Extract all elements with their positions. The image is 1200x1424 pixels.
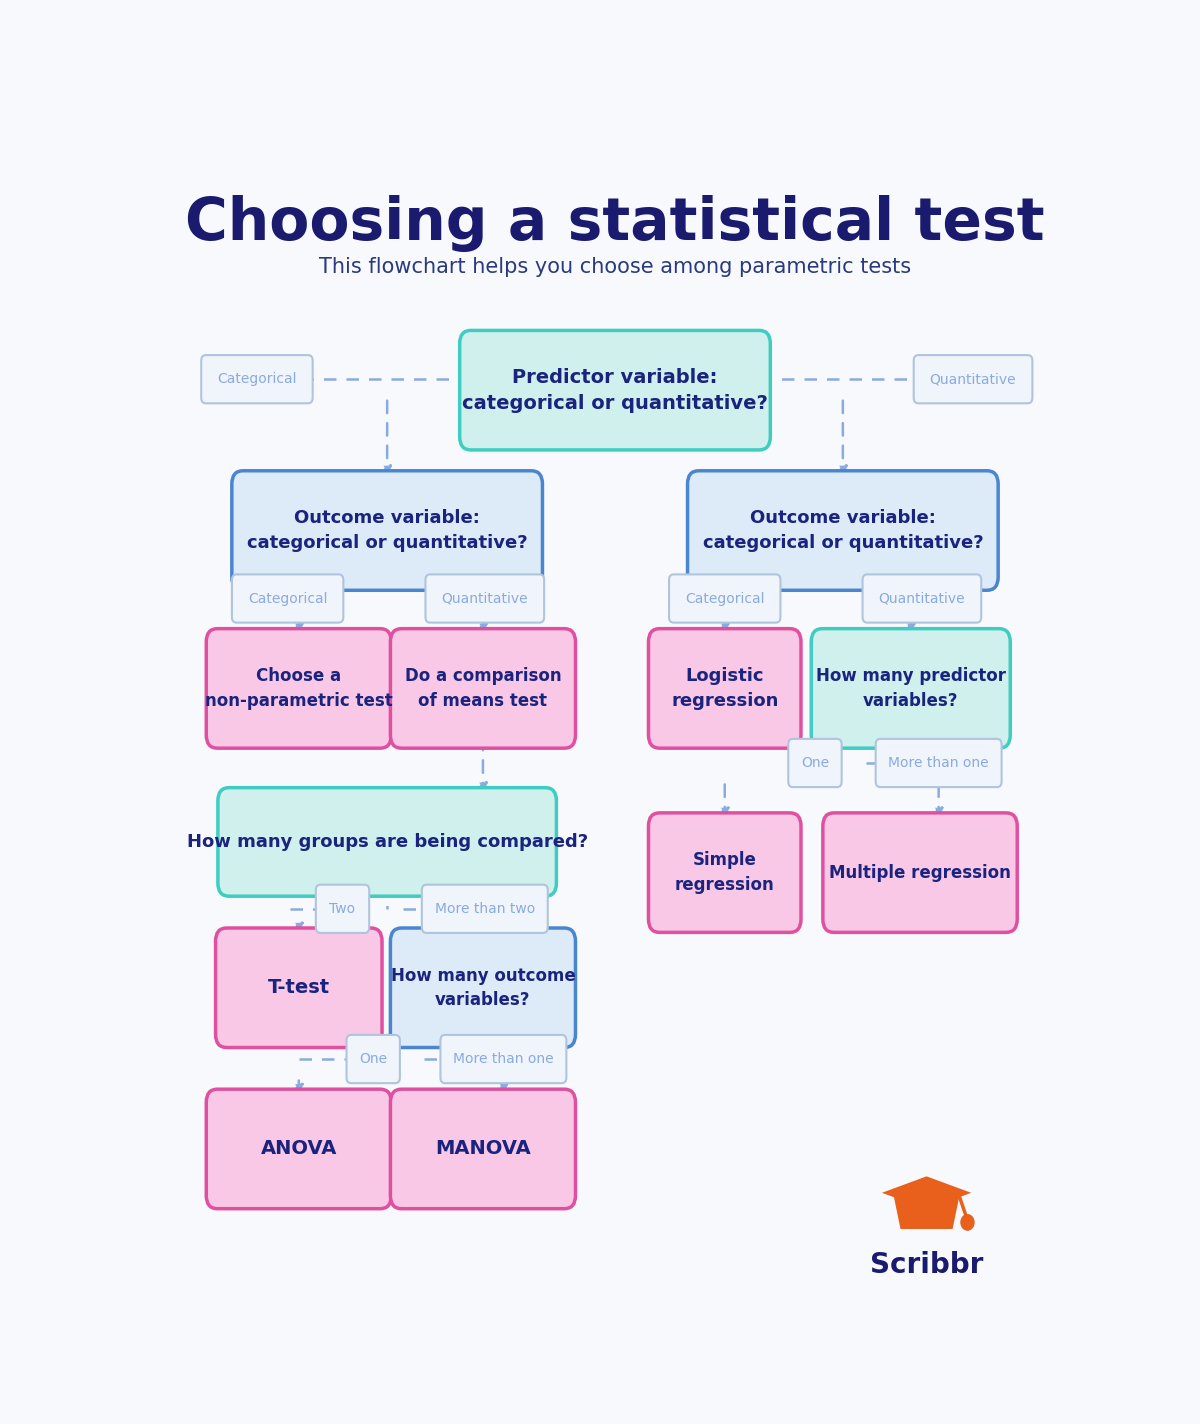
FancyBboxPatch shape <box>440 1035 566 1084</box>
FancyBboxPatch shape <box>913 355 1032 403</box>
Text: Quantitative: Quantitative <box>878 591 965 605</box>
FancyBboxPatch shape <box>206 1089 391 1209</box>
Text: Two: Two <box>330 901 355 916</box>
Text: One: One <box>800 756 829 770</box>
Text: Categorical: Categorical <box>217 372 296 386</box>
Text: Outcome variable:
categorical or quantitative?: Outcome variable: categorical or quantit… <box>702 510 983 551</box>
Polygon shape <box>893 1193 960 1229</box>
Text: MANOVA: MANOVA <box>436 1139 530 1159</box>
FancyBboxPatch shape <box>218 787 557 896</box>
FancyBboxPatch shape <box>670 574 780 622</box>
FancyBboxPatch shape <box>390 628 576 748</box>
Text: Categorical: Categorical <box>248 591 328 605</box>
FancyBboxPatch shape <box>876 739 1002 787</box>
Text: Categorical: Categorical <box>685 591 764 605</box>
Text: Quantitative: Quantitative <box>930 372 1016 386</box>
Text: Choosing a statistical test: Choosing a statistical test <box>185 195 1045 252</box>
Text: One: One <box>359 1052 388 1067</box>
Text: Multiple regression: Multiple regression <box>829 863 1010 881</box>
Text: Scribbr: Scribbr <box>870 1250 983 1279</box>
FancyBboxPatch shape <box>811 628 1010 748</box>
FancyBboxPatch shape <box>823 813 1018 933</box>
Text: Outcome variable:
categorical or quantitative?: Outcome variable: categorical or quantit… <box>247 510 528 551</box>
Text: Do a comparison
of means test: Do a comparison of means test <box>404 668 562 709</box>
FancyBboxPatch shape <box>648 813 802 933</box>
FancyBboxPatch shape <box>863 574 982 622</box>
Text: Quantitative: Quantitative <box>442 591 528 605</box>
Text: More than two: More than two <box>434 901 535 916</box>
Text: More than one: More than one <box>454 1052 553 1067</box>
FancyBboxPatch shape <box>390 1089 576 1209</box>
FancyBboxPatch shape <box>788 739 841 787</box>
Text: ANOVA: ANOVA <box>260 1139 337 1159</box>
Text: How many groups are being compared?: How many groups are being compared? <box>186 833 588 852</box>
Text: Choose a
non-parametric test: Choose a non-parametric test <box>205 668 392 709</box>
FancyBboxPatch shape <box>422 884 547 933</box>
FancyBboxPatch shape <box>202 355 313 403</box>
FancyBboxPatch shape <box>232 574 343 622</box>
Text: This flowchart helps you choose among parametric tests: This flowchart helps you choose among pa… <box>319 258 911 278</box>
FancyBboxPatch shape <box>316 884 370 933</box>
FancyBboxPatch shape <box>347 1035 400 1084</box>
Circle shape <box>961 1215 974 1230</box>
FancyBboxPatch shape <box>232 471 542 591</box>
FancyBboxPatch shape <box>460 330 770 450</box>
FancyBboxPatch shape <box>216 928 382 1048</box>
FancyBboxPatch shape <box>206 628 391 748</box>
FancyBboxPatch shape <box>390 928 576 1048</box>
Text: Simple
regression: Simple regression <box>674 852 775 894</box>
Text: More than one: More than one <box>888 756 989 770</box>
FancyBboxPatch shape <box>648 628 802 748</box>
Text: How many outcome
variables?: How many outcome variables? <box>390 967 575 1010</box>
Text: Predictor variable:
categorical or quantitative?: Predictor variable: categorical or quant… <box>462 367 768 413</box>
Text: T-test: T-test <box>268 978 330 997</box>
Polygon shape <box>882 1176 971 1209</box>
Text: How many predictor
variables?: How many predictor variables? <box>816 668 1006 709</box>
Text: Logistic
regression: Logistic regression <box>671 668 779 709</box>
FancyBboxPatch shape <box>688 471 998 591</box>
FancyBboxPatch shape <box>426 574 544 622</box>
